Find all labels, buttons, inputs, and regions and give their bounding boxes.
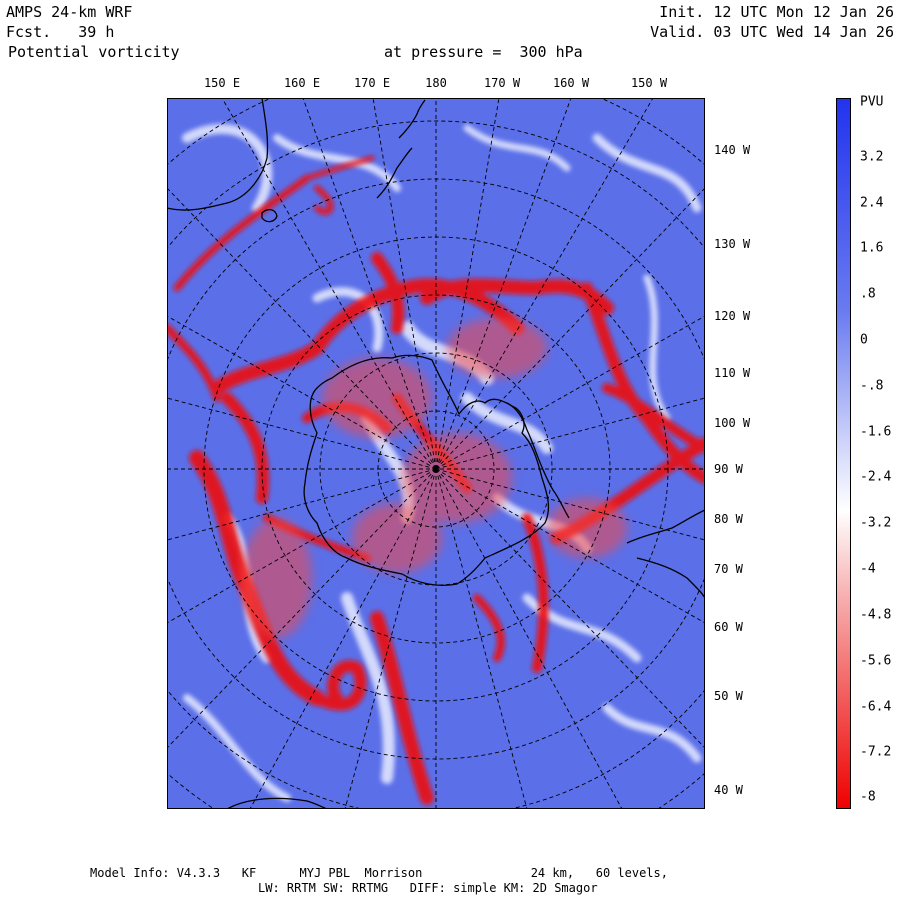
colorbar-tick: -1.6: [860, 424, 892, 440]
colorbar-tick: 1.6: [860, 240, 884, 256]
antarctica-coast: [303, 354, 550, 587]
lon-label-170e: 170 E: [353, 76, 391, 90]
map-frame: [167, 98, 705, 809]
model-info-line1: Model Info: V4.3.3 KF MYJ PBL Morrison 2…: [90, 866, 668, 880]
colorbar-tick: -4: [860, 561, 876, 577]
colorbar-tick: -3.2: [860, 515, 892, 531]
lon-label-80w: 80 W: [714, 512, 743, 526]
lon-label-160e: 160 E: [283, 76, 321, 90]
lon-label-50w: 50 W: [714, 689, 743, 703]
colorbar-tick: 0: [860, 332, 868, 348]
lon-label-120w: 120 W: [714, 309, 751, 323]
australia-coast: [167, 98, 269, 211]
south-america-lower: [636, 557, 705, 599]
lon-label-100w: 100 W: [714, 416, 751, 430]
graticule: [167, 98, 705, 809]
colorbar-tick: -6.4: [860, 699, 892, 715]
lon-label-70w: 70 W: [714, 562, 743, 576]
lon-label-90w: 90 W: [714, 462, 743, 476]
forecast-hour: Fcst. 39 h: [6, 23, 115, 41]
lon-label-110w: 110 W: [714, 366, 751, 380]
coastlines: [167, 98, 705, 809]
colorbar-tick: -8: [860, 789, 876, 805]
colorbar-tick: -2.4: [860, 469, 892, 485]
lon-label-140w: 140 W: [714, 143, 751, 157]
pv-map: [167, 98, 705, 809]
colorbar-frame: [836, 98, 851, 809]
init-time: Init. 12 UTC Mon 12 Jan 26: [659, 3, 894, 21]
lon-label-150e: 150 E: [203, 76, 241, 90]
pressure-level: at pressure = 300 hPa: [384, 43, 583, 61]
lon-label-40w: 40 W: [714, 783, 743, 797]
lon-label-130w: 130 W: [714, 237, 751, 251]
colorbar-tick: -4.8: [860, 607, 892, 623]
variable-name: Potential vorticity: [8, 43, 180, 61]
pv-negative-fields: [242, 318, 627, 638]
colorbar-tick: 3.2: [860, 149, 884, 165]
antarctic-peninsula: [506, 402, 570, 519]
lon-label-170w: 170 W: [483, 76, 521, 90]
colorbar-tick: -7.2: [860, 744, 892, 760]
pv-colorbar: [836, 98, 851, 809]
model-title: AMPS 24-km WRF: [6, 3, 133, 21]
south-america-tip: [626, 509, 705, 544]
colorbar-unit: PVU: [860, 94, 884, 110]
new-zealand-north: [398, 99, 426, 139]
model-info-line2: LW: RRTM SW: RRTMG DIFF: simple KM: 2D S…: [258, 881, 598, 895]
colorbar-tick: -.8: [860, 378, 884, 394]
lon-label-180: 180: [425, 76, 447, 90]
tasmania: [261, 208, 278, 223]
colorbar-tick: .8: [860, 286, 876, 302]
new-zealand-south: [376, 147, 413, 199]
colorbar-fill: [836, 98, 851, 809]
lon-label-60w: 60 W: [714, 620, 743, 634]
colorbar-tick: 2.4: [860, 195, 884, 211]
colorbar-tick: -5.6: [860, 653, 892, 669]
africa-edge: [226, 797, 328, 809]
lon-label-160w: 160 W: [552, 76, 590, 90]
valid-time: Valid. 03 UTC Wed 14 Jan 26: [650, 23, 894, 41]
lon-label-150w: 150 W: [630, 76, 668, 90]
